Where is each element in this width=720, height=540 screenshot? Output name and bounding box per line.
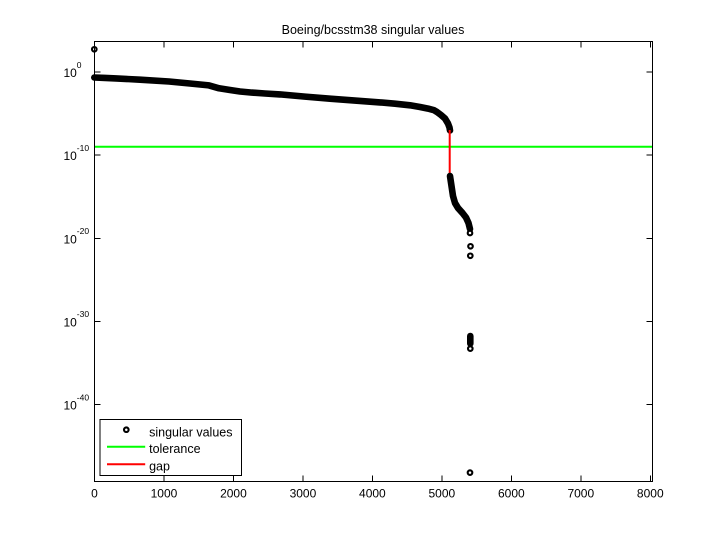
svg-text:3000: 3000 [290,487,317,501]
svg-text:7000: 7000 [567,487,594,501]
svg-text:gap: gap [149,459,170,473]
svg-text:8000: 8000 [637,487,664,501]
svg-text:10: 10 [64,232,78,246]
svg-text:6000: 6000 [498,487,525,501]
svg-text:0: 0 [91,487,98,501]
svg-text:singular values: singular values [149,426,232,440]
svg-text:10: 10 [64,399,78,413]
svg-text:2000: 2000 [220,487,247,501]
svg-text:-30: -30 [77,309,90,319]
svg-text:5000: 5000 [429,487,456,501]
svg-text:-10: -10 [77,143,90,153]
svg-text:-20: -20 [77,226,90,236]
svg-text:Boeing/bcsstm38 singular value: Boeing/bcsstm38 singular values [282,23,465,37]
svg-text:10: 10 [64,66,78,80]
svg-text:1000: 1000 [151,487,178,501]
svg-text:tolerance: tolerance [149,442,200,456]
svg-text:10: 10 [64,316,78,330]
svg-text:0: 0 [77,60,82,70]
svg-text:4000: 4000 [359,487,386,501]
svg-text:10: 10 [64,149,78,163]
svg-text:-40: -40 [77,392,90,402]
